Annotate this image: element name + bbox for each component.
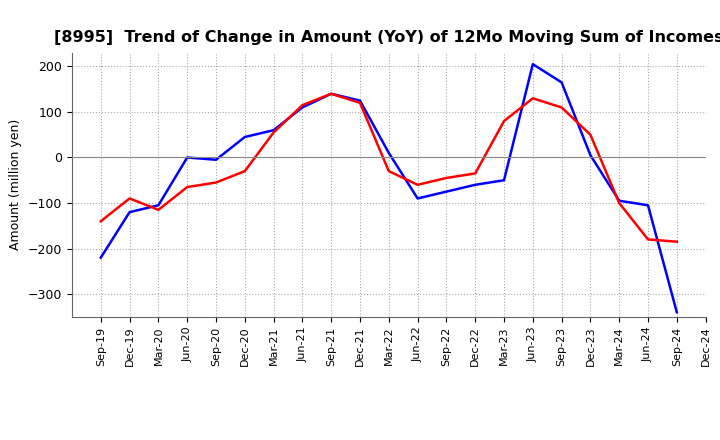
Net Income (183, 184, 192, 190)
Net Income (557, 105, 566, 110)
Ordinary Income (356, 98, 364, 103)
Ordinary Income (528, 62, 537, 67)
Net Income (327, 91, 336, 96)
Net Income (384, 169, 393, 174)
Net Income (672, 239, 681, 244)
Ordinary Income (269, 128, 278, 133)
Title: [8995]  Trend of Change in Amount (YoY) of 12Mo Moving Sum of Incomes: [8995] Trend of Change in Amount (YoY) o… (54, 29, 720, 45)
Net Income (240, 169, 249, 174)
Ordinary Income (240, 134, 249, 139)
Net Income (212, 180, 220, 185)
Net Income (96, 219, 105, 224)
Ordinary Income (96, 255, 105, 260)
Net Income (442, 175, 451, 180)
Net Income (500, 118, 508, 124)
Ordinary Income (413, 196, 422, 201)
Net Income (471, 171, 480, 176)
Ordinary Income (442, 189, 451, 194)
Net Income (269, 130, 278, 135)
Net Income (154, 207, 163, 213)
Net Income (615, 200, 624, 205)
Ordinary Income (644, 203, 652, 208)
Ordinary Income (384, 150, 393, 156)
Ordinary Income (586, 153, 595, 158)
Ordinary Income (298, 105, 307, 110)
Ordinary Income (327, 91, 336, 96)
Ordinary Income (212, 157, 220, 162)
Ordinary Income (672, 310, 681, 315)
Ordinary Income (615, 198, 624, 203)
Line: Net Income: Net Income (101, 94, 677, 242)
Ordinary Income (471, 182, 480, 187)
Ordinary Income (154, 203, 163, 208)
Y-axis label: Amount (million yen): Amount (million yen) (9, 119, 22, 250)
Ordinary Income (125, 209, 134, 215)
Ordinary Income (183, 155, 192, 160)
Net Income (644, 237, 652, 242)
Ordinary Income (500, 178, 508, 183)
Net Income (413, 182, 422, 187)
Net Income (528, 95, 537, 101)
Net Income (586, 132, 595, 137)
Net Income (125, 196, 134, 201)
Ordinary Income (557, 80, 566, 85)
Line: Ordinary Income: Ordinary Income (101, 64, 677, 312)
Net Income (356, 100, 364, 106)
Net Income (298, 103, 307, 108)
